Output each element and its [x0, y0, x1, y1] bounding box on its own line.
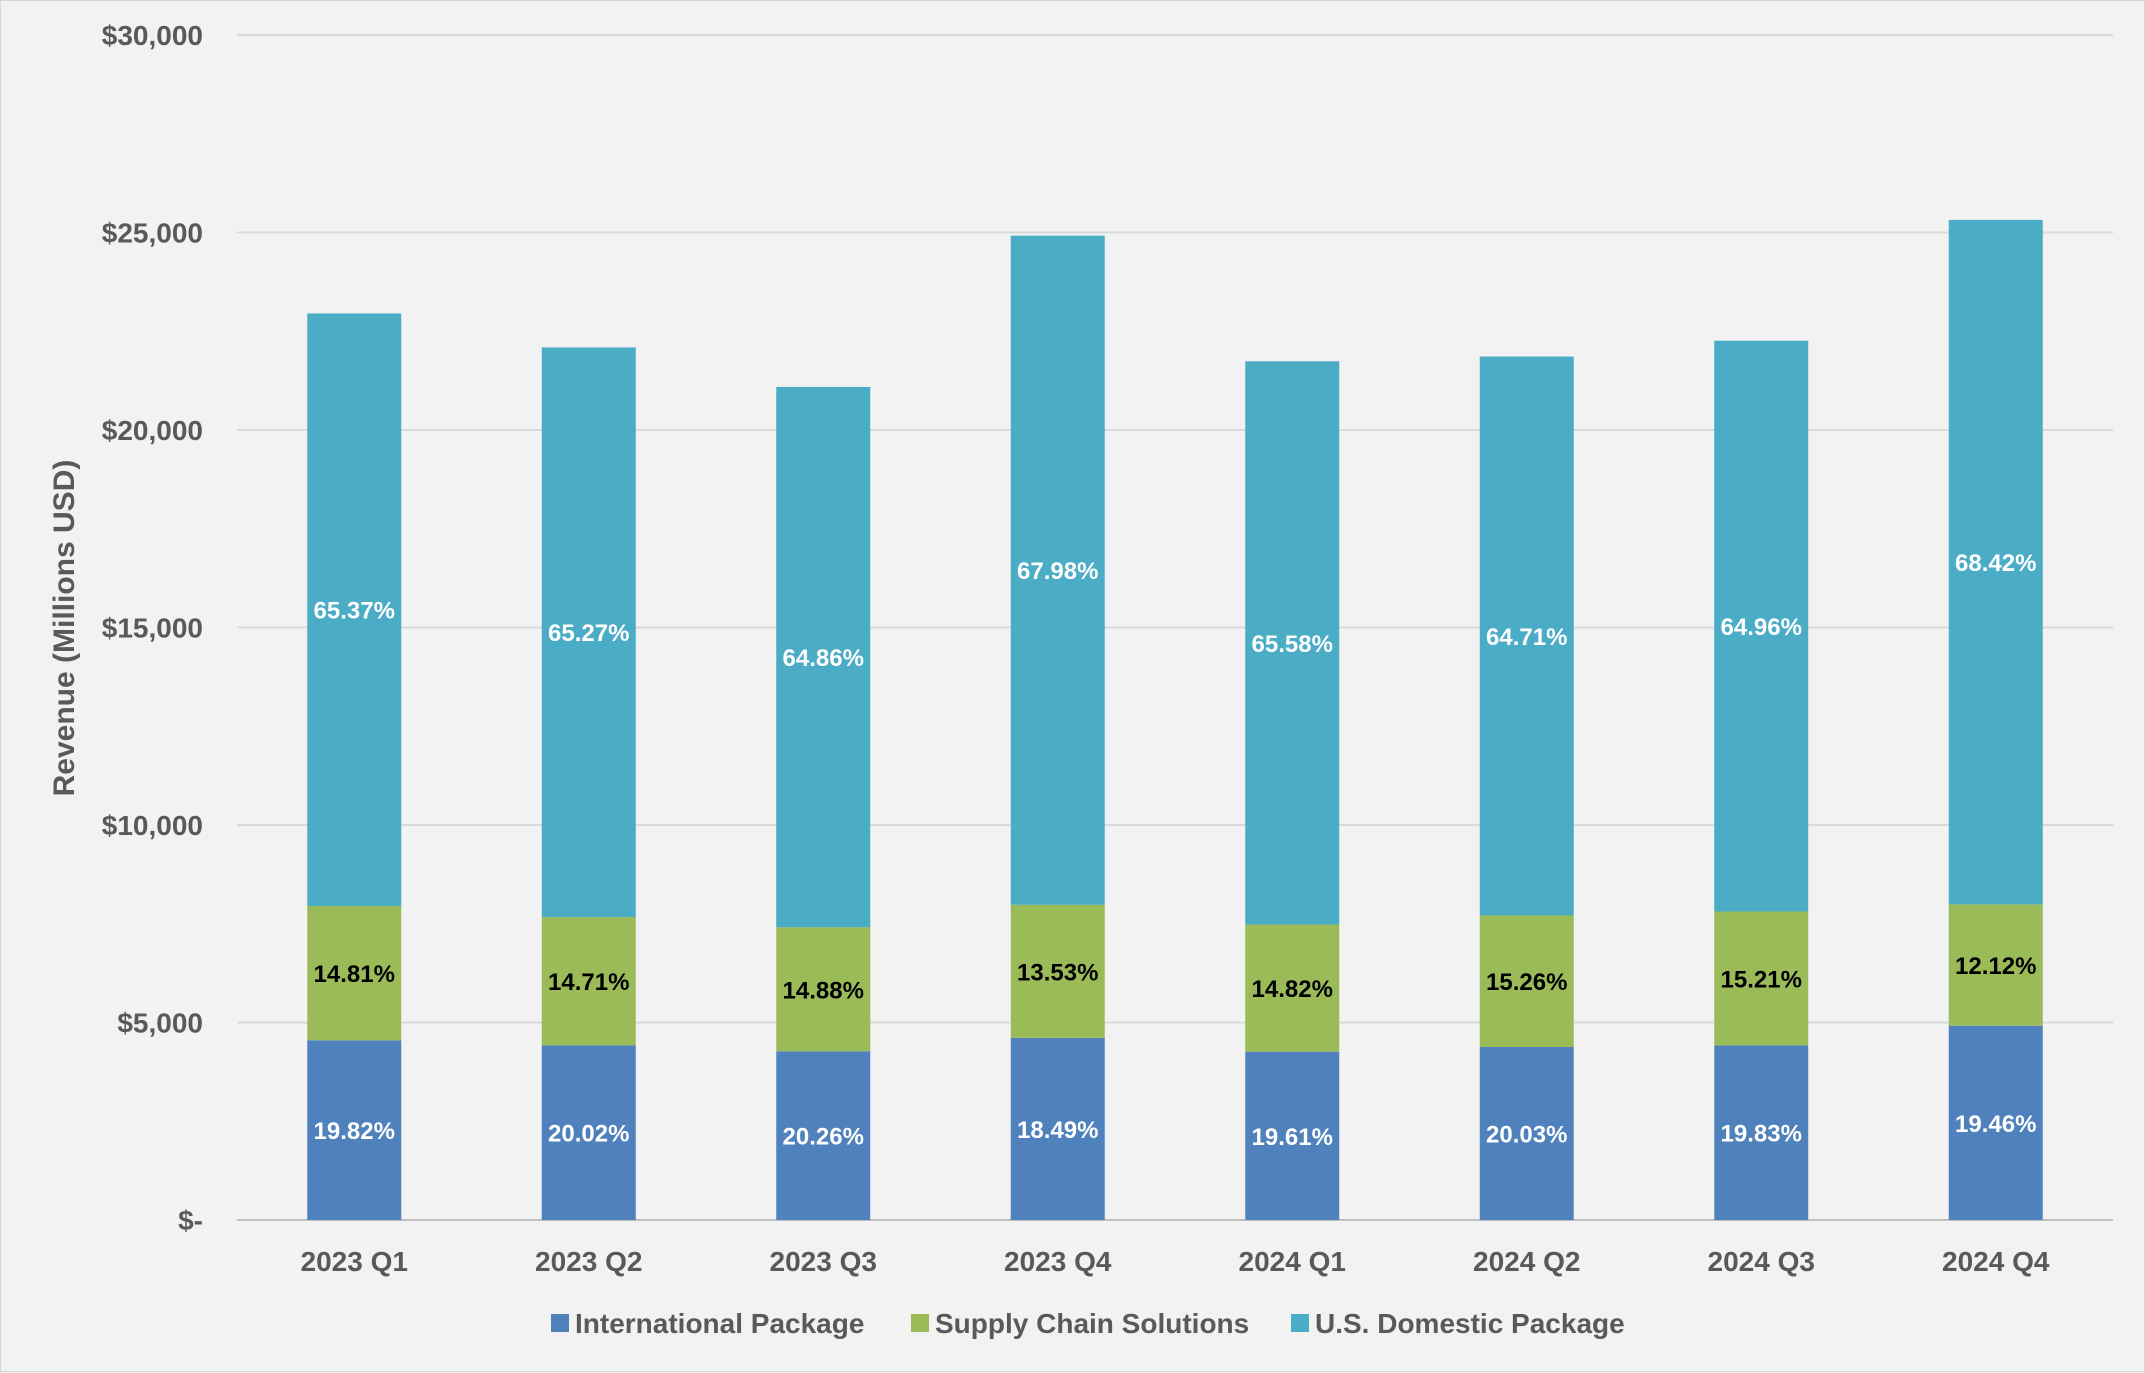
x-tick-label: 2023 Q3 [770, 1246, 877, 1277]
bar-segment [1010, 235, 1105, 905]
bar-segment [307, 313, 402, 906]
data-label: 14.81% [314, 961, 395, 988]
data-label: 20.03% [1486, 1121, 1567, 1148]
bar-segment [307, 905, 402, 1041]
data-label: 14.71% [548, 969, 629, 996]
bar-segment [1479, 356, 1574, 916]
bar-segment [1714, 340, 1809, 912]
bars [307, 219, 2043, 1220]
legend-label: International Package [575, 1308, 864, 1339]
y-tick-label: $25,000 [102, 218, 203, 249]
y-axis-label: Revenue (Millions USD) [48, 460, 81, 797]
data-label: 18.49% [1017, 1117, 1098, 1144]
bar-segment [1245, 924, 1340, 1052]
data-label: 14.88% [783, 977, 864, 1004]
bar-segment [307, 1040, 402, 1220]
legend-swatch [1291, 1314, 1309, 1332]
bar-segment [541, 1045, 636, 1220]
data-label: 19.82% [314, 1118, 395, 1145]
data-label: 64.96% [1721, 614, 1802, 641]
y-tick-label: $20,000 [102, 415, 203, 446]
y-tick-label: $10,000 [102, 810, 203, 841]
y-tick-label: $5,000 [117, 1008, 203, 1039]
data-label: 12.12% [1955, 953, 2036, 980]
legend-swatch [551, 1314, 569, 1332]
data-label: 20.02% [548, 1121, 629, 1148]
x-tick-label: 2024 Q3 [1708, 1246, 1815, 1277]
data-label: 20.26% [783, 1124, 864, 1151]
data-label: 68.42% [1955, 550, 2036, 577]
bar-segment [1010, 904, 1105, 1038]
x-tick-label: 2024 Q4 [1942, 1246, 2050, 1277]
bar-segment [1479, 915, 1574, 1047]
bar-segment [1714, 911, 1809, 1046]
data-label: 64.71% [1486, 624, 1567, 651]
bar-segment [541, 347, 636, 918]
bar-segment [776, 927, 871, 1052]
bar-segment [776, 386, 871, 928]
data-label: 67.98% [1017, 558, 1098, 585]
x-axis-ticks: 2023 Q1 2023 Q2 2023 Q3 2023 Q4 2024 Q1 2024 … [301, 1246, 2050, 1277]
bar-segment [1245, 1051, 1340, 1220]
x-tick-label: 2023 Q4 [1004, 1246, 1112, 1277]
y-tick-label: $- [178, 1205, 203, 1236]
x-tick-label: 2023 Q2 [535, 1246, 642, 1277]
bar-segment [1479, 1046, 1574, 1220]
bar-segment [541, 917, 636, 1046]
bar-segment [1948, 219, 2043, 905]
data-label: 65.58% [1252, 631, 1333, 658]
legend: International Package Supply Chain Soluti… [551, 1308, 1625, 1339]
data-label: 15.26% [1486, 969, 1567, 996]
data-label: 19.83% [1721, 1121, 1802, 1148]
data-label: 19.46% [1955, 1111, 2036, 1138]
x-tick-label: 2024 Q1 [1239, 1246, 1346, 1277]
data-label: 65.37% [314, 598, 395, 625]
y-axis-ticks: $- $5,000 $10,000 $15,000 $20,000 $25,000 $30,… [102, 20, 203, 1236]
gridlines [237, 34, 2113, 1221]
y-tick-label: $15,000 [102, 613, 203, 644]
bar-segment [1714, 1045, 1809, 1220]
data-label: 14.82% [1252, 976, 1333, 1003]
legend-label: Supply Chain Solutions [935, 1308, 1249, 1339]
x-tick-label: 2023 Q1 [301, 1246, 408, 1277]
data-label: 19.61% [1252, 1124, 1333, 1151]
bar-segment [1245, 361, 1340, 925]
bar-segment [1010, 1037, 1105, 1220]
data-label: 65.27% [548, 620, 629, 647]
bar-segment [1948, 904, 2043, 1026]
data-label: 64.86% [783, 645, 864, 672]
bar-segment [776, 1051, 871, 1220]
y-tick-label: $30,000 [102, 20, 203, 51]
data-label: 15.21% [1721, 966, 1802, 993]
segment-labels: 19.82% 14.81% 65.37% 20.02% 14.71% 65.27% 20.2… [314, 550, 2037, 1151]
legend-swatch [911, 1314, 929, 1332]
data-label: 13.53% [1017, 959, 1098, 986]
bar-segment [1948, 1025, 2043, 1220]
legend-label: U.S. Domestic Package [1315, 1308, 1625, 1339]
x-tick-label: 2024 Q2 [1473, 1246, 1580, 1277]
